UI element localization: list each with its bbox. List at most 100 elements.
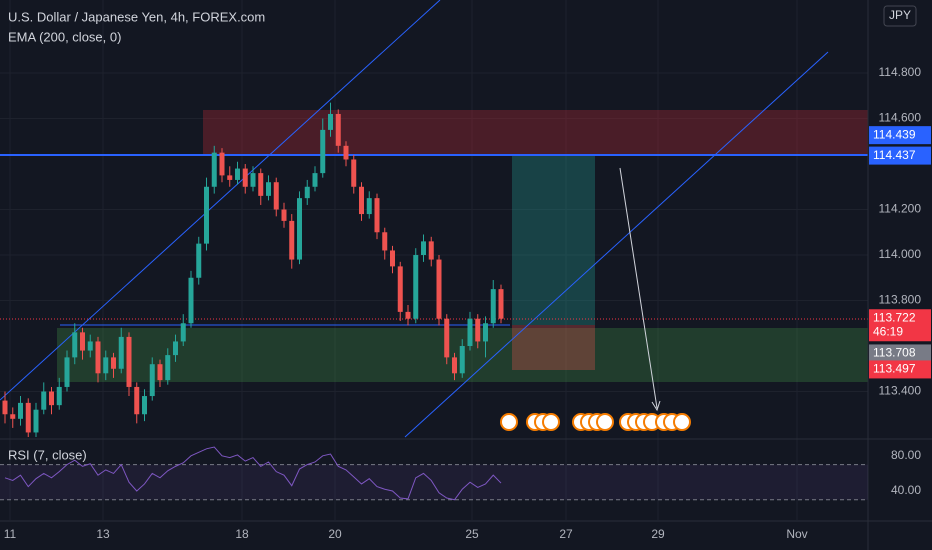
event-icon bbox=[673, 413, 691, 431]
candle-body bbox=[320, 129, 326, 174]
candle-body bbox=[498, 289, 504, 319]
candle-body bbox=[475, 318, 481, 342]
y-tick-label: 113.400 bbox=[879, 384, 922, 398]
candle-body bbox=[258, 173, 264, 196]
candle-body bbox=[397, 266, 403, 312]
grid bbox=[0, 0, 868, 520]
candle-body bbox=[359, 186, 364, 215]
candle-body bbox=[436, 259, 442, 319]
candle-body bbox=[18, 402, 23, 419]
candle-body bbox=[227, 175, 233, 180]
price-marker bbox=[869, 360, 931, 379]
event-icon bbox=[542, 413, 560, 431]
candle-body bbox=[95, 341, 101, 374]
arrow-head bbox=[651, 400, 661, 412]
target-box bbox=[512, 155, 595, 325]
y-tick-label: 114.600 bbox=[879, 111, 922, 125]
candle-body bbox=[405, 311, 411, 319]
candle-body bbox=[87, 341, 93, 351]
arrow bbox=[619, 167, 658, 409]
stop-box bbox=[512, 325, 595, 370]
candle-body bbox=[374, 198, 380, 233]
candle-body bbox=[467, 318, 473, 347]
currency: JPY bbox=[889, 8, 911, 22]
candle-body bbox=[72, 332, 78, 358]
candle-body bbox=[281, 209, 287, 221]
y-tick-label: 40.00 bbox=[891, 483, 921, 497]
candle-body bbox=[304, 186, 310, 199]
y-tick-label: 114.000 bbox=[879, 247, 922, 261]
price-marker-label: 113.708 bbox=[873, 346, 916, 360]
candle-body bbox=[452, 357, 457, 374]
event-icon bbox=[596, 413, 614, 431]
price-marker-label: 114.439 bbox=[873, 127, 916, 141]
candle-body bbox=[444, 318, 450, 358]
candle-body bbox=[25, 402, 31, 433]
candle-body bbox=[250, 173, 256, 187]
price-marker bbox=[869, 146, 931, 165]
candle-body bbox=[382, 232, 388, 251]
candle-body bbox=[33, 409, 39, 433]
candle-body bbox=[111, 357, 116, 369]
candle-body bbox=[149, 364, 155, 397]
candle-body bbox=[390, 250, 395, 267]
candle-body bbox=[490, 289, 496, 324]
price-marker bbox=[869, 344, 931, 363]
currency-box bbox=[883, 5, 917, 27]
candle-body bbox=[343, 145, 349, 160]
symbol-title: U.S. Dollar / Japanese Yen, 4h, FOREX.co… bbox=[8, 9, 265, 24]
x-tick-label: 25 bbox=[465, 527, 479, 541]
price-marker-label: 114.437 bbox=[873, 148, 916, 162]
x-tick-label: 11 bbox=[4, 527, 17, 541]
y-tick-label: 113.800 bbox=[879, 293, 922, 307]
candle-body bbox=[118, 336, 124, 369]
x-tick-label: 20 bbox=[328, 527, 342, 541]
candle-body bbox=[242, 168, 248, 187]
candle-body bbox=[328, 113, 333, 130]
candle-body bbox=[366, 198, 372, 215]
price-marker-label: 113.722 bbox=[873, 310, 916, 324]
candle-body bbox=[266, 182, 271, 196]
candle-body bbox=[49, 391, 54, 406]
candle-body bbox=[421, 241, 426, 256]
candle-body bbox=[56, 386, 62, 406]
candle-body bbox=[211, 152, 217, 187]
candle-body bbox=[103, 357, 109, 374]
candle-body bbox=[273, 182, 279, 210]
candle-body bbox=[351, 159, 357, 187]
y-tick-label: 114.800 bbox=[879, 65, 922, 79]
candle-body bbox=[297, 198, 302, 260]
candle-body bbox=[204, 186, 209, 244]
x-tick-label: Nov bbox=[786, 527, 807, 541]
candle-body bbox=[165, 355, 171, 381]
candle-body bbox=[10, 414, 16, 419]
channel-line bbox=[404, 51, 829, 438]
candle-body bbox=[180, 323, 186, 342]
rsi-band bbox=[0, 464, 868, 500]
event-icon bbox=[500, 413, 518, 431]
candle-body bbox=[126, 336, 132, 387]
candle-body bbox=[459, 346, 465, 374]
y-tick-label: 114.200 bbox=[879, 202, 922, 216]
candle-body bbox=[196, 243, 202, 278]
candle-body bbox=[188, 277, 194, 324]
candle-body bbox=[235, 168, 240, 180]
candle-body bbox=[157, 364, 163, 381]
x-tick-label: 29 bbox=[651, 527, 665, 541]
x-tick-label: 13 bbox=[96, 527, 110, 541]
candle-body bbox=[312, 173, 318, 187]
candle-body bbox=[2, 400, 8, 415]
indicator-label: EMA (200, close, 0) bbox=[8, 29, 121, 44]
price-marker bbox=[869, 126, 931, 145]
events bbox=[500, 413, 691, 431]
candle-body bbox=[41, 391, 47, 410]
candle-body bbox=[219, 152, 225, 176]
price-marker-label: 113.497 bbox=[873, 362, 916, 376]
x-tick-label: 18 bbox=[235, 527, 249, 541]
candle-body bbox=[428, 241, 434, 260]
candle-body bbox=[413, 255, 419, 319]
candle-body bbox=[335, 113, 341, 146]
rsi-line bbox=[4, 446, 502, 501]
rsi-title: RSI (7, close) bbox=[8, 447, 87, 462]
